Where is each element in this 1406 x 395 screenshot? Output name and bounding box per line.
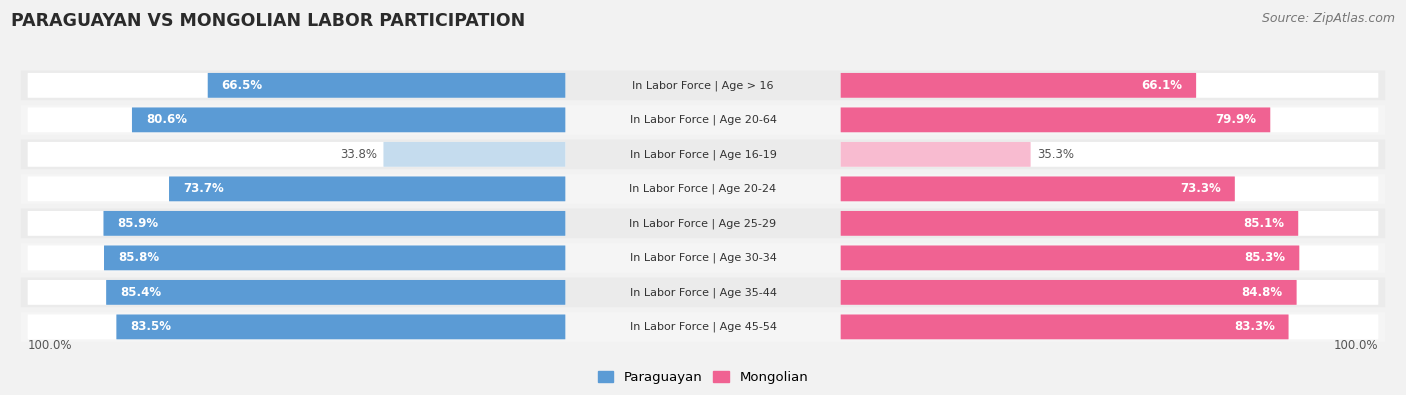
Text: 85.9%: 85.9% [117, 217, 159, 230]
FancyBboxPatch shape [117, 314, 565, 339]
Text: In Labor Force | Age 35-44: In Labor Force | Age 35-44 [630, 287, 776, 298]
Text: PARAGUAYAN VS MONGOLIAN LABOR PARTICIPATION: PARAGUAYAN VS MONGOLIAN LABOR PARTICIPAT… [11, 12, 526, 30]
FancyBboxPatch shape [208, 73, 565, 98]
Text: 100.0%: 100.0% [1334, 339, 1378, 352]
Text: 83.5%: 83.5% [131, 320, 172, 333]
FancyBboxPatch shape [107, 280, 565, 305]
Legend: Paraguayan, Mongolian: Paraguayan, Mongolian [592, 365, 814, 389]
FancyBboxPatch shape [132, 107, 565, 132]
FancyBboxPatch shape [28, 177, 565, 201]
Text: 35.3%: 35.3% [1038, 148, 1074, 161]
Text: In Labor Force | Age 20-24: In Labor Force | Age 20-24 [630, 184, 776, 194]
FancyBboxPatch shape [841, 245, 1378, 270]
Text: In Labor Force | Age 16-19: In Labor Force | Age 16-19 [630, 149, 776, 160]
Text: 84.8%: 84.8% [1241, 286, 1282, 299]
Text: In Labor Force | Age 20-64: In Labor Force | Age 20-64 [630, 115, 776, 125]
Text: 79.9%: 79.9% [1215, 113, 1257, 126]
Text: 85.1%: 85.1% [1243, 217, 1284, 230]
FancyBboxPatch shape [21, 139, 1385, 169]
Text: In Labor Force | Age > 16: In Labor Force | Age > 16 [633, 80, 773, 90]
FancyBboxPatch shape [841, 245, 1299, 270]
FancyBboxPatch shape [384, 142, 565, 167]
Text: 73.7%: 73.7% [183, 182, 224, 196]
FancyBboxPatch shape [841, 177, 1378, 201]
FancyBboxPatch shape [28, 314, 565, 339]
FancyBboxPatch shape [28, 107, 565, 132]
Text: 33.8%: 33.8% [340, 148, 377, 161]
FancyBboxPatch shape [841, 107, 1378, 132]
Text: 85.8%: 85.8% [118, 251, 159, 264]
Text: In Labor Force | Age 45-54: In Labor Force | Age 45-54 [630, 322, 776, 332]
FancyBboxPatch shape [21, 278, 1385, 307]
FancyBboxPatch shape [841, 73, 1378, 98]
Text: 66.5%: 66.5% [222, 79, 263, 92]
FancyBboxPatch shape [104, 245, 565, 270]
FancyBboxPatch shape [104, 211, 565, 236]
FancyBboxPatch shape [21, 71, 1385, 100]
FancyBboxPatch shape [841, 142, 1031, 167]
FancyBboxPatch shape [21, 312, 1385, 342]
FancyBboxPatch shape [28, 73, 565, 98]
Text: 80.6%: 80.6% [146, 113, 187, 126]
FancyBboxPatch shape [28, 280, 565, 305]
FancyBboxPatch shape [841, 73, 1197, 98]
FancyBboxPatch shape [841, 280, 1378, 305]
FancyBboxPatch shape [841, 211, 1378, 236]
FancyBboxPatch shape [21, 174, 1385, 204]
FancyBboxPatch shape [21, 243, 1385, 273]
FancyBboxPatch shape [21, 105, 1385, 135]
FancyBboxPatch shape [841, 107, 1270, 132]
FancyBboxPatch shape [28, 245, 565, 270]
Text: 100.0%: 100.0% [28, 339, 72, 352]
FancyBboxPatch shape [841, 314, 1288, 339]
FancyBboxPatch shape [841, 211, 1298, 236]
FancyBboxPatch shape [841, 314, 1378, 339]
FancyBboxPatch shape [21, 209, 1385, 238]
Text: In Labor Force | Age 30-34: In Labor Force | Age 30-34 [630, 253, 776, 263]
FancyBboxPatch shape [169, 177, 565, 201]
Text: 85.3%: 85.3% [1244, 251, 1285, 264]
Text: 66.1%: 66.1% [1142, 79, 1182, 92]
Text: Source: ZipAtlas.com: Source: ZipAtlas.com [1261, 12, 1395, 25]
Text: 83.3%: 83.3% [1234, 320, 1275, 333]
Text: 85.4%: 85.4% [120, 286, 162, 299]
FancyBboxPatch shape [841, 177, 1234, 201]
Text: In Labor Force | Age 25-29: In Labor Force | Age 25-29 [630, 218, 776, 229]
FancyBboxPatch shape [28, 211, 565, 236]
FancyBboxPatch shape [28, 142, 565, 167]
FancyBboxPatch shape [841, 280, 1296, 305]
FancyBboxPatch shape [841, 142, 1378, 167]
Text: 73.3%: 73.3% [1180, 182, 1220, 196]
